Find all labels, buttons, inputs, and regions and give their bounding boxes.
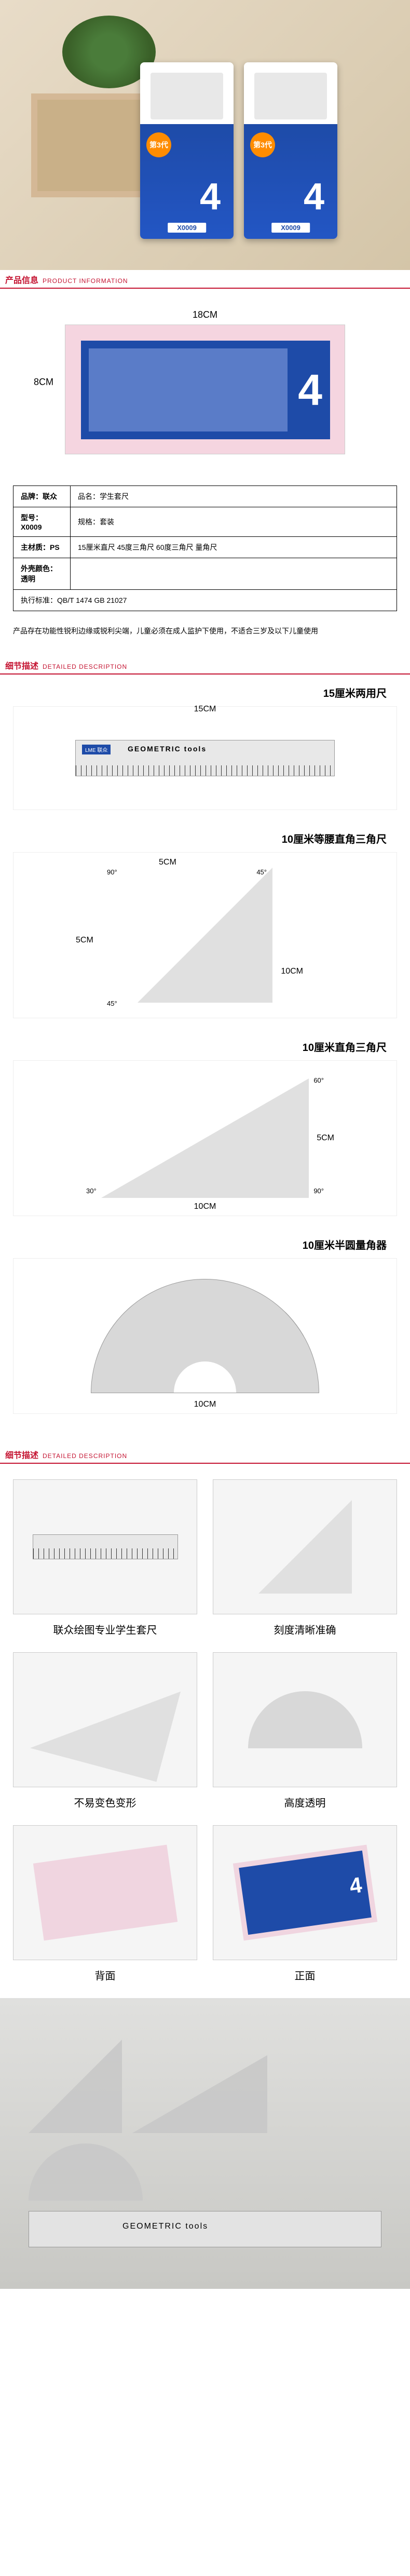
tools-section: 15厘米两用尺 15CM LME 联众 GEOMETRIC tools 10厘米… [0, 675, 410, 1445]
feature-grid: 联众绘图专业学生套尺 刻度清晰准确 不易变色变形 高度透明 背面 4 正面 [13, 1479, 397, 1982]
package-front: 第3代 4 X0009 [244, 62, 337, 239]
footer-hero: GEOMETRIC tools [0, 1998, 410, 2289]
mini-pack-back-icon [38, 1854, 173, 1932]
footer-ruler-icon: GEOMETRIC tools [29, 2211, 381, 2247]
hero-image: 第3代 4 X0009 第3代 4 X0009 [0, 0, 410, 270]
footer-tri60-icon [132, 2055, 267, 2133]
footer-tri45-icon [29, 2040, 122, 2133]
footer-tools-group: GEOMETRIC tools [29, 2040, 381, 2247]
tool-title: 10厘米等腰直角三角尺 [13, 831, 397, 846]
tri45-dim-left: 5CM [76, 936, 93, 945]
tool-ruler15: 15厘米两用尺 15CM LME 联众 GEOMETRIC tools [13, 685, 397, 810]
section-header-detail-1: 细节描述 DETAILED DESCRIPTION [0, 656, 410, 675]
spec-color-value: 透明 [21, 575, 35, 583]
package-code: X0009 [271, 223, 310, 233]
tool-title: 10厘米直角三角尺 [13, 1039, 397, 1054]
header-en: DETAILED DESCRIPTION [43, 1452, 127, 1460]
tri60-dim-bottom: 10CM [194, 1202, 216, 1211]
tool-title: 10厘米半圆量角器 [13, 1237, 397, 1252]
spec-material-value: PS [50, 543, 60, 551]
dim-pack-number: 4 [298, 365, 322, 415]
dim-height: 8CM [34, 376, 53, 387]
tool-protractor: 10厘米半圆量角器 10CM [13, 1237, 397, 1414]
spec-model-value: X0009 [21, 523, 42, 531]
spec-brand-value: 联众 [43, 492, 57, 501]
spec-brand-label: 品牌： [21, 492, 43, 501]
tri60-angle3: 90° [313, 1187, 324, 1195]
header-en: DETAILED DESCRIPTION [43, 663, 127, 670]
feature-2: 刻度清晰准确 [213, 1479, 397, 1637]
ruler-brand-text: GEOMETRIC tools [128, 745, 207, 753]
mini-tri-icon [258, 1500, 352, 1594]
spec-model-label: 型号： [21, 514, 43, 522]
spec-table: 品牌：联众 品名：学生套尺 型号：X0009 规格：套装 主材质：PS 15厘米… [13, 485, 397, 611]
feature-4: 高度透明 [213, 1652, 397, 1810]
spec-color-label: 外壳颜色： [21, 564, 57, 573]
product-dimensions: 18CM 8CM 4 [0, 289, 410, 475]
package-back: 第3代 4 X0009 [140, 62, 234, 239]
tri60-dim-right: 5CM [317, 1134, 334, 1143]
section-header-product-info: 产品信息 PRODUCT INFORMATION [0, 270, 410, 289]
spec-name-value: 学生套尺 [100, 492, 129, 501]
header-cn: 细节描述 [5, 659, 38, 671]
footer-ruler-text: GEOMETRIC tools [122, 2222, 208, 2231]
feature-6: 4 正面 [213, 1825, 397, 1982]
feature-3-caption: 不易变色变形 [13, 1795, 197, 1810]
spec-standard-value: QB/T 1474 GB 21027 [57, 596, 127, 604]
feature-6-caption: 正面 [213, 1967, 397, 1982]
tri45-angle1: 90° [107, 868, 117, 876]
tri45-angle3: 45° [107, 1000, 117, 1007]
header-cn: 细节描述 [5, 1448, 38, 1461]
tool-tri60: 10厘米直角三角尺 5CM 10CM 60° 30° 90° [13, 1039, 397, 1216]
tool-title: 15厘米两用尺 [13, 685, 397, 700]
tri60-shape [101, 1078, 309, 1198]
spec-content-value: 15厘米直尺 45度三角尺 60度三角尺 量角尺 [71, 537, 397, 558]
spec-standard-label: 执行标准： [21, 596, 57, 604]
mini-ruler-icon [33, 1534, 178, 1559]
tri60-angle2: 30° [86, 1187, 97, 1195]
spec-spec-label: 规格： [78, 518, 100, 526]
ruler-brand-badge: LME 联众 [82, 745, 111, 754]
tool-tri45: 10厘米等腰直角三角尺 5CM 5CM 10CM 90° 45° 45° [13, 831, 397, 1018]
protractor-dim-bottom: 10CM [194, 1400, 216, 1409]
hero-packages: 第3代 4 X0009 第3代 4 X0009 [140, 62, 337, 239]
feature-2-caption: 刻度清晰准确 [213, 1622, 397, 1637]
feature-1: 联众绘图专业学生套尺 [13, 1479, 197, 1637]
mini-pack-num: 4 [348, 1872, 363, 1899]
mini-protractor-icon [248, 1691, 362, 1748]
header-en: PRODUCT INFORMATION [43, 277, 128, 285]
tri45-dim-top: 5CM [159, 858, 176, 867]
protractor-shape [91, 1279, 319, 1393]
tri45-shape [138, 868, 272, 1003]
package-badge: 第3代 [146, 132, 171, 157]
package-code: X0009 [168, 223, 206, 233]
feature-1-caption: 联众绘图专业学生套尺 [13, 1622, 197, 1637]
feature-4-caption: 高度透明 [213, 1795, 397, 1810]
spec-spec-value: 套装 [100, 518, 114, 526]
mini-pack-front-icon: 4 [238, 1854, 373, 1932]
dim-width: 18CM [65, 309, 345, 320]
ruler-dim-top: 15CM [194, 705, 216, 714]
feature-3: 不易变色变形 [13, 1652, 197, 1810]
spec-name-label: 品名： [78, 492, 100, 501]
mini-tri60-icon [30, 1657, 180, 1782]
dim-product-image: 4 [65, 325, 345, 454]
tri60-angle1: 60° [313, 1076, 324, 1084]
tri45-dim-hyp: 10CM [281, 967, 303, 976]
package-number: 4 [304, 176, 324, 218]
header-cn: 产品信息 [5, 273, 38, 286]
section-header-detail-2: 细节描述 DETAILED DESCRIPTION [0, 1445, 410, 1464]
feature-5: 背面 [13, 1825, 197, 1982]
spec-material-label: 主材质： [21, 543, 50, 551]
feature-5-caption: 背面 [13, 1967, 197, 1982]
package-badge: 第3代 [250, 132, 275, 157]
spec-warning: 产品存在功能性锐利边缘或锐利尖端，儿童必须在成人监护下使用，不适合三岁及以下儿童… [13, 622, 397, 640]
footer-protractor-icon [29, 2143, 143, 2201]
package-number: 4 [200, 176, 221, 218]
ruler-shape: LME 联众 GEOMETRIC tools [75, 740, 335, 776]
